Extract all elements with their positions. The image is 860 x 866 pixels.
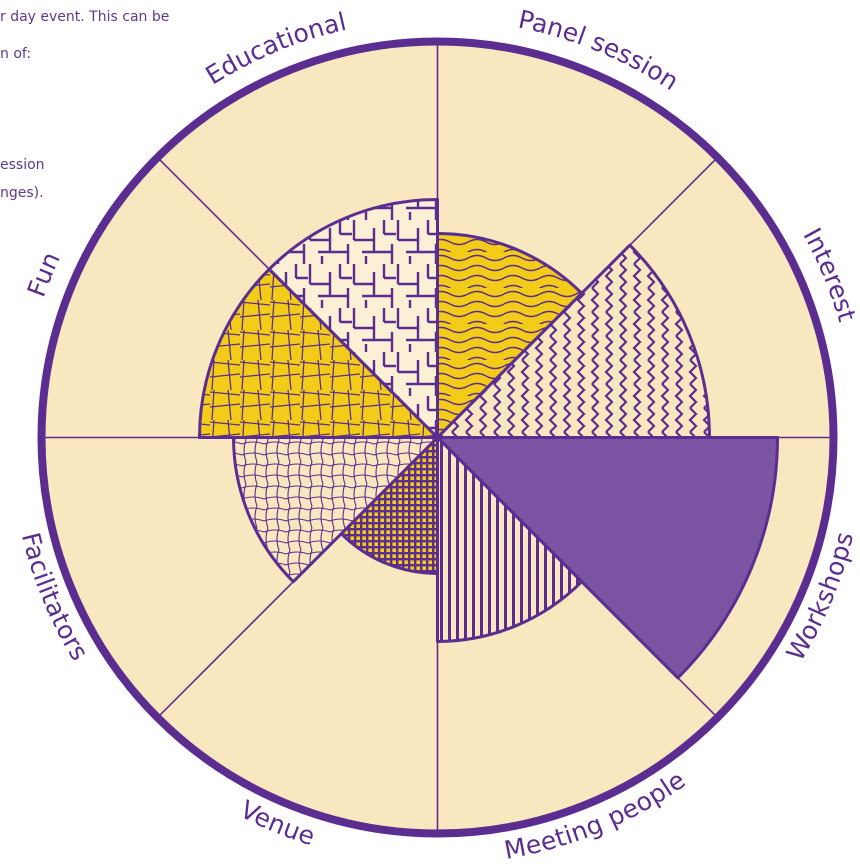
wedge-facilitators bbox=[232, 436, 439, 584]
intro-line-3: ession bbox=[0, 157, 45, 173]
intro-line-2: n of: bbox=[0, 46, 32, 62]
wedge-workshops bbox=[436, 436, 779, 680]
wedge-fun bbox=[198, 267, 439, 439]
wedge-venue bbox=[339, 436, 439, 576]
wedge-panel-session bbox=[436, 232, 584, 439]
wedge-meeting-people bbox=[436, 436, 584, 643]
intro-line-1: r day event. This can be bbox=[0, 9, 170, 25]
wedge-educational bbox=[267, 198, 439, 439]
category-label-fun: Fun bbox=[22, 248, 66, 301]
data-wedges bbox=[198, 198, 779, 680]
chart-outer-ring bbox=[37, 37, 838, 838]
wedge-interest bbox=[436, 243, 711, 439]
intro-line-4: nges). bbox=[0, 185, 44, 201]
